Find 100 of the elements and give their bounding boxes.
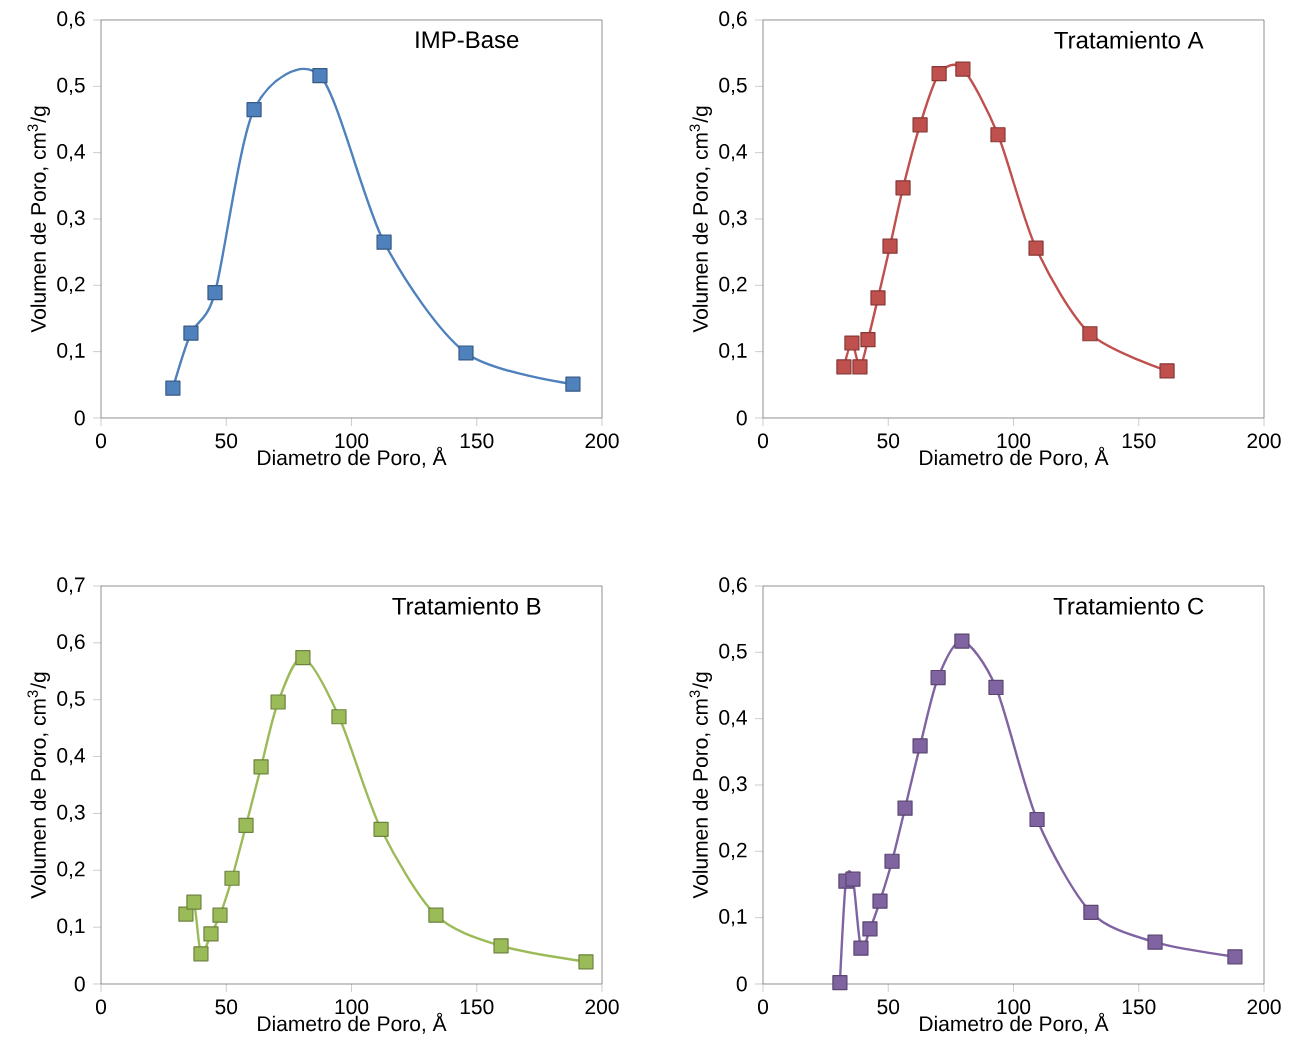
y-tick-label: 0,2 (57, 861, 85, 879)
point (872, 893, 888, 909)
y-tick-label: 0,1 (719, 908, 747, 927)
point (428, 907, 444, 923)
y-tick-label: 0,3 (719, 776, 747, 794)
point (238, 817, 254, 833)
x-tick-label: 0 (757, 999, 769, 1015)
x-tick-label: 100 (335, 433, 369, 449)
y-tick-label: 0,6 (57, 634, 85, 652)
point (853, 940, 869, 956)
point (862, 921, 878, 937)
chart-title: Tratamiento C (1053, 597, 1204, 615)
x-tick-label: 200 (1247, 999, 1281, 1015)
point (897, 800, 913, 816)
point (845, 871, 861, 887)
point (178, 906, 194, 922)
point (882, 238, 898, 254)
x-tick-label: 50 (877, 999, 900, 1015)
y-tick-label: 0,4 (57, 143, 85, 162)
point (1159, 363, 1175, 379)
point (565, 376, 581, 392)
point (844, 335, 860, 351)
x-tick-label: 200 (585, 433, 619, 449)
point (852, 359, 868, 375)
point (836, 359, 852, 375)
point (1028, 240, 1044, 256)
y-axis-title: Volumen de Poro, cm$^{3}$/g (27, 106, 51, 333)
point (955, 61, 971, 77)
x-tick-label: 200 (585, 999, 619, 1015)
point (312, 68, 328, 84)
x-tick-label: 200 (1247, 433, 1281, 449)
y-tick-label: 0,3 (719, 210, 747, 228)
point (186, 894, 202, 910)
x-tick-label: 50 (215, 433, 238, 449)
point (331, 709, 347, 725)
point (1082, 326, 1098, 342)
x-tick-label: 150 (460, 999, 494, 1015)
x-tick-label: 0 (757, 433, 769, 449)
y-tick-label: 0,2 (719, 842, 747, 860)
y-tick-label: 0,3 (57, 210, 85, 228)
point (1227, 949, 1243, 965)
point (253, 759, 269, 775)
x-tick-label: 100 (335, 999, 369, 1015)
point (912, 117, 928, 133)
chart-title: IMP-Base (416, 31, 519, 49)
y-tick-label: 0,1 (57, 342, 85, 361)
y-tick-label: 0,5 (57, 77, 85, 95)
point (203, 926, 219, 942)
y-tick-label: 0,1 (719, 342, 747, 361)
point (578, 954, 594, 970)
x-tick-label: 0 (95, 999, 107, 1015)
y-tick-label: 0,4 (719, 143, 747, 162)
point (930, 669, 946, 686)
point (988, 679, 1004, 696)
y-tick-label: 0,5 (719, 643, 747, 661)
x-tick-label: 50 (877, 433, 900, 449)
x-tick-label: 150 (1122, 433, 1156, 449)
y-tick-label: 0,3 (57, 804, 85, 823)
y-tick-label: 0,1 (57, 918, 85, 936)
y-tick-label: 0,5 (719, 77, 747, 95)
y-tick-label: 0,4 (57, 747, 85, 766)
point (295, 650, 311, 666)
point (1147, 934, 1163, 950)
point (912, 738, 928, 754)
x-tick-label: 100 (997, 433, 1031, 449)
point (224, 870, 240, 886)
x-tick-label: 150 (1122, 999, 1156, 1015)
chart-title: Tratamiento A (1054, 31, 1204, 49)
y-tick-label: 0 (74, 976, 85, 992)
point (373, 821, 389, 837)
point (1083, 904, 1099, 920)
point (165, 380, 181, 396)
y-tick-label: 0,2 (719, 276, 747, 294)
y-axis-title: Volumen de Poro, cm$^{3}$/g (689, 672, 713, 899)
chart-title: Tratamiento B (392, 597, 541, 615)
y-tick-label: 0,7 (57, 577, 85, 595)
y-axis-title: Volumen de Poro, cm$^{3}$/g (27, 672, 51, 899)
point (183, 325, 199, 341)
y-tick-label: 0 (74, 410, 85, 426)
x-tick-label: 100 (997, 999, 1031, 1015)
point (246, 101, 262, 118)
point (860, 332, 876, 348)
y-tick-label: 0,6 (57, 11, 85, 29)
point (954, 633, 970, 649)
y-tick-label: 0,6 (719, 11, 747, 29)
point (376, 234, 392, 250)
point (895, 180, 911, 196)
y-tick-label: 0,4 (719, 709, 747, 728)
point (458, 345, 474, 361)
point (990, 127, 1006, 143)
point (207, 285, 223, 301)
y-axis-title: Volumen de Poro, cm$^{3}$/g (689, 106, 713, 333)
point (270, 694, 286, 710)
point (493, 938, 509, 954)
y-tick-label: 0 (736, 410, 747, 426)
point (1029, 811, 1045, 828)
x-tick-label: 0 (95, 433, 107, 449)
y-tick-label: 0,2 (57, 276, 85, 294)
point (832, 975, 848, 991)
y-tick-label: 0 (736, 976, 747, 992)
